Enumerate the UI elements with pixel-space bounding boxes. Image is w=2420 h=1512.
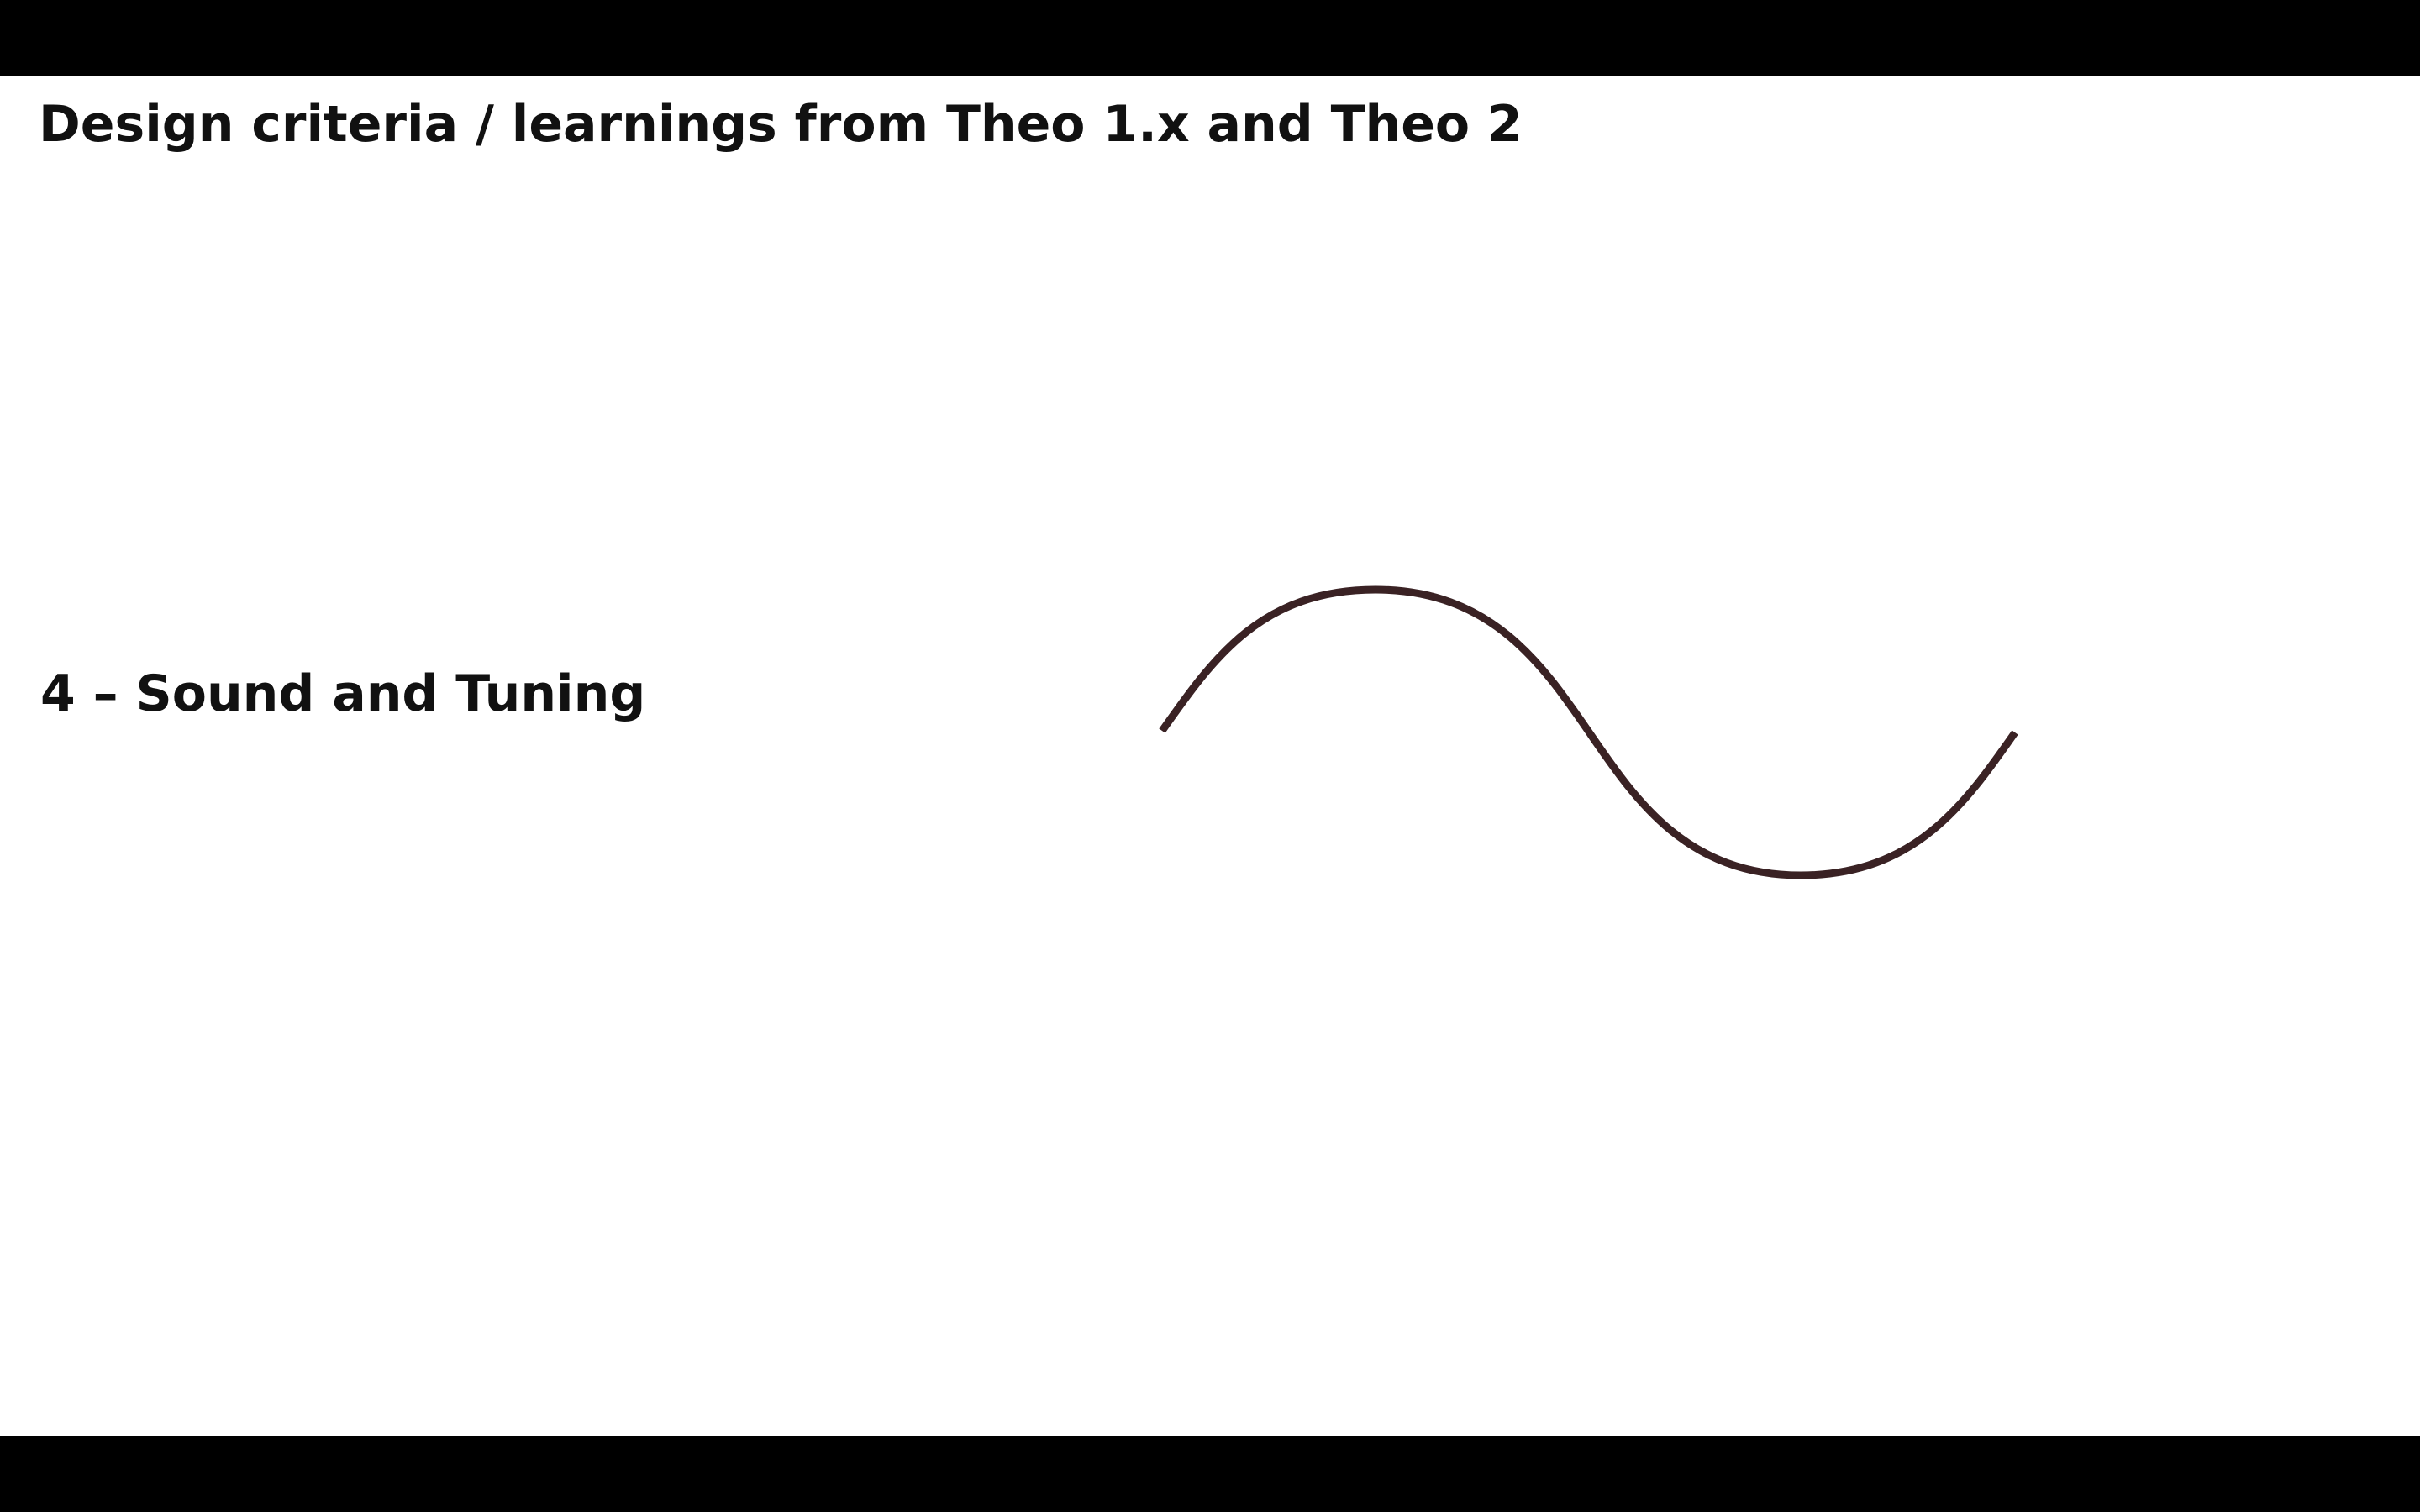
letterbox-top [0, 0, 2420, 76]
letterbox-bottom [0, 1436, 2420, 1512]
sine-wave-curve [1159, 585, 2018, 879]
section-heading: 4 – Sound and Tuning [40, 664, 646, 723]
sine-wave-icon [1159, 585, 2018, 879]
presentation-slide: Design criteria / learnings from Theo 1.… [0, 76, 2420, 1436]
slide-title: Design criteria / learnings from Theo 1.… [39, 95, 1523, 154]
